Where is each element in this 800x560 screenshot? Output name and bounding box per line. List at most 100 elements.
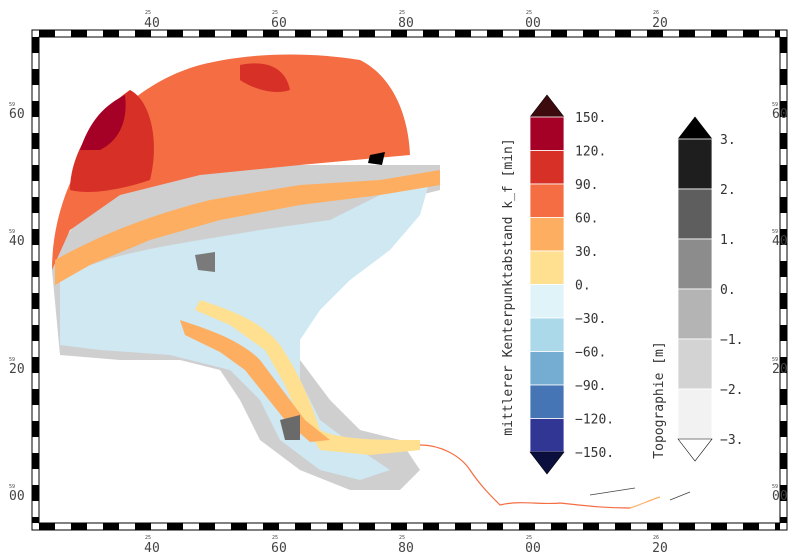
frame-check	[647, 30, 663, 37]
colorbar-topography-tick-label: 3.	[720, 133, 736, 148]
frame-check	[135, 30, 151, 37]
frame-check	[167, 30, 183, 37]
y-tick-label: 20	[772, 362, 788, 377]
graticule-labels: 2540254025602560258025802500250026202620…	[9, 10, 788, 556]
colorbar-kf-color-box	[529, 150, 565, 185]
y-tick-small-label: 59	[9, 357, 15, 363]
colorbar-kf-tick-label: 30.	[575, 245, 598, 260]
frame-check	[780, 357, 787, 373]
colorbar-topography-color-box	[677, 138, 713, 190]
colorbar-kf-color-box	[529, 217, 565, 252]
frame-check	[780, 389, 787, 405]
frame-check	[295, 523, 311, 530]
colorbar-kf: 150. 120. 90. 60. 30. 0. −30. −60. −90. −120. −150…	[501, 94, 614, 475]
colorbar-kf-tick-label: 150.	[575, 111, 606, 126]
frame-check	[615, 30, 631, 37]
y-tick-small-label: 59	[772, 357, 778, 363]
frame-check	[423, 30, 439, 37]
frame-check	[679, 523, 695, 530]
frame-check	[135, 523, 151, 530]
frame-check	[487, 523, 503, 530]
y-tick-small-label: 59	[772, 102, 778, 108]
topography-dark-patch	[368, 152, 385, 165]
colorbar-kf-color-box	[529, 317, 565, 352]
colorbar-kf-color-box	[529, 384, 565, 419]
x-tick-label: 20	[652, 541, 668, 556]
topography-dark-patch	[195, 252, 215, 272]
frame-check	[780, 37, 787, 53]
frame-check	[32, 229, 39, 245]
colorbar-kf-tick-label: −30.	[575, 312, 606, 327]
frame-check	[519, 523, 535, 530]
frame-check	[743, 30, 759, 37]
frame-check	[780, 229, 787, 245]
frame-check	[780, 133, 787, 149]
frame-check	[32, 357, 39, 373]
frame-check	[775, 30, 780, 37]
topography-dark-patch	[280, 415, 300, 440]
frame-check	[71, 30, 87, 37]
frame-check	[32, 133, 39, 149]
frame-check	[32, 261, 39, 277]
colorbar-topography: 3. 2. 1. 0. −1. −2. −3. Topographie [m]	[652, 116, 743, 462]
colorbar-kf-tick-label: −150.	[575, 446, 614, 461]
x-tick-small-label: 26	[653, 10, 659, 16]
frame-check	[32, 69, 39, 85]
kf-channel-band	[55, 170, 440, 285]
frame-check	[455, 523, 471, 530]
x-tick-small-label: 25	[526, 535, 532, 541]
river-line	[629, 496, 661, 509]
colorbar-kf-color-box	[529, 183, 565, 218]
kf-channel-band	[180, 320, 330, 442]
frame-check	[32, 101, 39, 117]
frame-check	[711, 30, 727, 37]
frame-check	[780, 261, 787, 277]
frame-check	[71, 523, 87, 530]
frame-check	[455, 30, 471, 37]
frame-check	[711, 523, 727, 530]
frame-check	[103, 523, 119, 530]
colorbar-topography-tick-label: 2.	[720, 183, 736, 198]
frame-check	[391, 30, 407, 37]
frame-check	[551, 523, 567, 530]
frame-check	[780, 325, 787, 341]
frame-check	[32, 165, 39, 181]
x-tick-small-label: 25	[526, 10, 532, 16]
frame-check	[780, 101, 787, 117]
frame-check	[231, 523, 247, 530]
x-tick-label: 40	[144, 16, 160, 31]
frame-check	[32, 421, 39, 437]
y-tick-small-label: 59	[9, 484, 15, 490]
x-tick-label: 20	[652, 16, 668, 31]
frame-check	[519, 30, 535, 37]
frame-check	[359, 523, 375, 530]
colorbar-kf-tick-label: 120.	[575, 145, 606, 160]
x-tick-small-label: 25	[145, 10, 151, 16]
y-tick-label: 00	[9, 489, 25, 504]
y-tick-label: 40	[772, 234, 788, 249]
frame-check	[743, 523, 759, 530]
frame-check	[780, 69, 787, 85]
colorbar-kf-color-box	[529, 351, 565, 386]
frame-check	[167, 523, 183, 530]
frame-check	[32, 325, 39, 341]
x-tick-label: 00	[525, 16, 541, 31]
frame-check	[32, 453, 39, 469]
frame-check	[32, 517, 39, 523]
frame-check	[263, 30, 279, 37]
y-tick-label: 40	[9, 234, 25, 249]
river-line	[419, 444, 631, 509]
frame-check	[551, 30, 567, 37]
frame-check	[295, 30, 311, 37]
x-tick-label: 60	[271, 541, 287, 556]
x-tick-label: 40	[144, 541, 160, 556]
colorbar-kf-tick-label: −60.	[575, 346, 606, 361]
colorbar-kf-tick-label: 60.	[575, 212, 598, 227]
frame-checker-pattern	[32, 30, 787, 530]
frame-check	[327, 30, 343, 37]
colorbar-kf-tick-label: 90.	[575, 178, 598, 193]
frame-check	[39, 30, 55, 37]
x-tick-label: 80	[398, 16, 414, 31]
frame-check	[32, 37, 39, 53]
colorbar-topography-tick-label: −1.	[720, 333, 743, 348]
